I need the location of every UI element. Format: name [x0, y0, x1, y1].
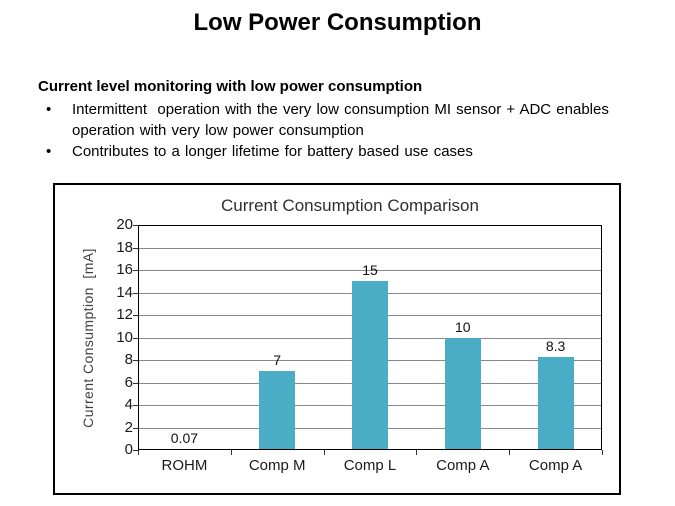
list-item: • Contributes to a longer lifetime for b…	[38, 141, 644, 162]
bar-value-label: 8.3	[545, 337, 566, 354]
y-axis-tick-mark	[133, 337, 138, 339]
y-axis-tick-label: 0	[124, 441, 133, 458]
y-axis-tick-label: 16	[116, 261, 133, 278]
y-axis-tick-label: 18	[116, 238, 133, 256]
bar-comp-a	[537, 356, 574, 450]
x-axis-category-label: Comp M	[248, 457, 306, 474]
y-axis-tick-label: 14	[116, 283, 133, 301]
x-axis-category-label: Comp A	[436, 457, 490, 474]
x-axis-category-label: Comp A	[528, 457, 583, 474]
bullet-list: • Intermittent operation with the very l…	[38, 99, 644, 162]
chart-canvas: Current Consumption Comparison Current C…	[55, 185, 619, 493]
x-axis-category-label: ROHM	[161, 457, 208, 474]
bullet-icon: •	[46, 101, 52, 118]
y-axis-tick-label: 12	[116, 306, 133, 323]
x-axis-tick-mark	[416, 450, 418, 455]
bullet-text: Intermittent operation with the very low…	[72, 101, 615, 139]
bar-value-label: 7	[273, 352, 282, 369]
x-axis-tick-mark	[138, 450, 139, 455]
y-axis-tick-mark	[133, 427, 138, 429]
y-axis-tick-label: 6	[124, 373, 133, 391]
x-axis-category-label: Comp L	[343, 457, 397, 474]
y-axis-tick-mark	[133, 382, 138, 384]
y-axis-tick-label: 4	[124, 396, 133, 413]
x-axis-tick-mark	[230, 450, 232, 455]
y-axis-tick-mark	[133, 270, 138, 271]
bullet-text: Contributes to a longer lifetime for bat…	[72, 143, 473, 160]
bar-chart: Current Consumption Comparison Current C…	[53, 183, 621, 495]
y-axis-tick-mark	[133, 450, 138, 451]
bar-value-label: 0.07	[170, 430, 199, 447]
bullet-icon: •	[46, 143, 52, 160]
y-axis-tick-mark	[133, 360, 138, 361]
bar-comp-m	[259, 371, 296, 450]
gridline	[138, 247, 602, 249]
x-axis-tick-mark	[323, 450, 325, 455]
list-item: • Intermittent operation with the very l…	[38, 99, 644, 141]
y-axis-tick-label: 10	[116, 328, 133, 346]
bar-rohm	[166, 449, 203, 450]
bar-value-label: 10	[455, 318, 471, 335]
y-axis-tick-mark	[133, 225, 138, 226]
body-text-block: Current level monitoring with low power …	[38, 77, 644, 162]
y-axis-tick-mark	[133, 292, 138, 294]
section-heading: Current level monitoring with low power …	[38, 78, 423, 95]
x-axis-tick-mark	[509, 450, 511, 455]
y-axis-tick-label: 2	[124, 418, 133, 436]
chart-title: Current Consumption Comparison	[221, 196, 479, 215]
y-axis-tick-mark	[133, 315, 138, 316]
page-title: Low Power Consumption	[193, 9, 482, 36]
bar-comp-a	[444, 337, 481, 450]
bar-value-label: 15	[362, 262, 378, 279]
y-axis-tick-mark	[133, 405, 138, 406]
y-axis-tick-label: 8	[124, 351, 133, 368]
y-axis-tick-label: 20	[116, 216, 133, 233]
bar-comp-l	[352, 281, 388, 450]
x-axis-tick-mark	[602, 450, 603, 455]
y-axis-tick-mark	[133, 247, 138, 249]
gridline	[138, 270, 602, 271]
